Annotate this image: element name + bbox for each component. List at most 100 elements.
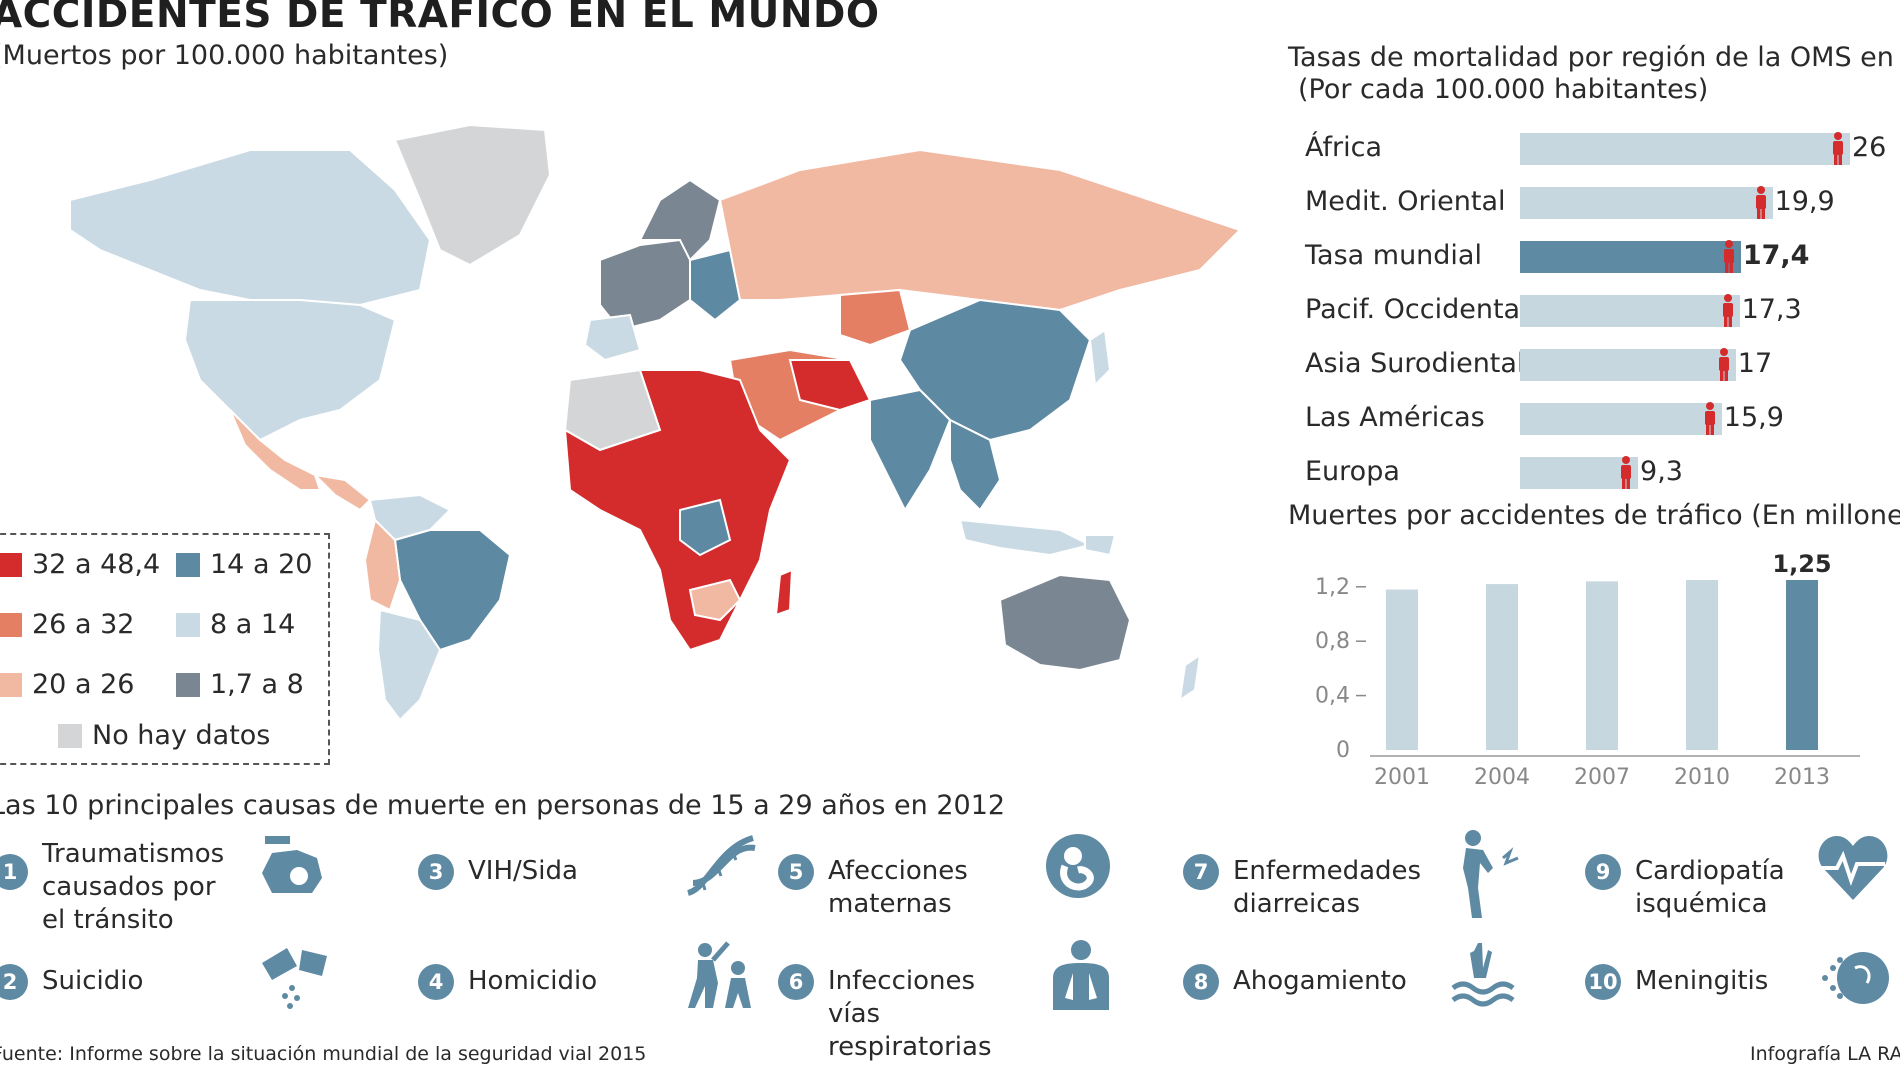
world-map xyxy=(69,123,1242,720)
causes-title: Las 10 principales causas de muerte en p… xyxy=(0,790,1006,821)
rate-bar xyxy=(1520,241,1741,273)
legend-swatch xyxy=(176,672,200,697)
cause-number-badge: 6 xyxy=(778,964,814,1000)
x-tick-label: 2001 xyxy=(1374,765,1430,790)
cause-number-badge: 9 xyxy=(1585,854,1621,890)
rate-bar xyxy=(1520,403,1722,435)
x-tick-label: 2007 xyxy=(1574,765,1630,790)
pills-icon xyxy=(262,948,327,1009)
rate-row: Europa 9,3 xyxy=(0,454,1900,494)
dna-icon xyxy=(686,835,756,896)
cause-label: Homicidio xyxy=(468,966,598,996)
rate-value: 15,9 xyxy=(1723,402,1784,433)
legend-swatch xyxy=(0,672,22,697)
cause-number-badge: 1 xyxy=(0,854,28,890)
rate-value: 17 xyxy=(1737,348,1773,379)
rates-chart-title: Tasas de mortalidad por región de la OMS… xyxy=(1288,42,1900,106)
lungs-icon xyxy=(1053,940,1109,1010)
person-icon xyxy=(1755,186,1766,219)
rate-bar xyxy=(1520,187,1773,219)
legend-item: 20 a 26 xyxy=(0,669,134,700)
legend-item: 1,7 a 8 xyxy=(176,669,304,700)
x-tick-label: 2010 xyxy=(1674,765,1730,790)
rate-bar xyxy=(1520,349,1736,381)
y-tick-label: 0,4 xyxy=(1315,684,1350,709)
deaths-chart: 0 0,4 0,8 1,2 2001 2004 2007 2010 2013 1,25 xyxy=(1315,550,1860,790)
page-title: ACCIDENTES DE TRÁFICO EN EL MUNDO xyxy=(0,0,880,37)
legend-item: 14 a 20 xyxy=(176,549,312,580)
person-icon xyxy=(1621,456,1632,489)
assault-icon xyxy=(688,941,751,1008)
rate-label: África xyxy=(1305,132,1383,163)
rate-value: 17,3 xyxy=(1741,294,1802,325)
source-note: Fuente: Informe sobre la situación mundi… xyxy=(0,1043,647,1065)
cause-number-badge: 3 xyxy=(418,854,454,890)
y-tick-label: 1,2 xyxy=(1315,575,1350,600)
legend-label: No hay datos xyxy=(92,720,271,751)
cause-label: Suicidio xyxy=(42,966,144,996)
drowning-icon xyxy=(1451,943,1515,1007)
person-icon xyxy=(1723,240,1734,273)
cause-number-badge: 4 xyxy=(418,964,454,1000)
rate-label: Europa xyxy=(1305,456,1400,487)
stomach-ache-icon xyxy=(1463,830,1519,918)
deaths-bar xyxy=(1586,581,1618,750)
person-icon xyxy=(1722,294,1733,327)
rate-label: Asia Surodiental xyxy=(1305,348,1525,379)
cause-label: Meningitis xyxy=(1635,966,1769,996)
legend-label: 20 a 26 xyxy=(32,669,135,700)
cause-number-badge: 7 xyxy=(1183,854,1219,890)
deaths-bar xyxy=(1386,589,1418,750)
rate-row: Tasa mundial 17,4 xyxy=(0,238,1900,278)
rate-row: Pacif. Occidental 17,3 xyxy=(0,292,1900,332)
rate-value: 9,3 xyxy=(1640,456,1683,487)
person-icon xyxy=(1718,348,1729,381)
x-tick-label: 2013 xyxy=(1774,765,1830,790)
cause-label: Infecciones vías respiratorias xyxy=(828,966,992,1062)
legend-item: 8 a 14 xyxy=(176,609,295,640)
rate-value: 26 xyxy=(1852,132,1887,163)
fetus-icon xyxy=(1046,834,1110,898)
y-tick-label: 0 xyxy=(1336,738,1350,763)
legend-swatch xyxy=(0,612,22,637)
legend-swatch xyxy=(176,612,200,637)
legend-item: No hay datos xyxy=(58,720,270,751)
rate-label: Tasa mundial xyxy=(1305,240,1482,271)
deaths-bar xyxy=(1686,580,1718,750)
legend-label: 8 a 14 xyxy=(210,609,296,640)
cause-label: Enfermedades diarreicas xyxy=(1233,856,1422,919)
deaths-bar xyxy=(1486,584,1518,750)
rate-row: Las Américas 15,9 xyxy=(0,400,1900,440)
person-icon xyxy=(1704,402,1715,435)
deaths-bar xyxy=(1786,580,1818,750)
credit-note: Infografía LA RAZÓN xyxy=(1750,1043,1900,1065)
rate-label: Pacif. Occidental xyxy=(1305,294,1528,325)
cause-label: Afecciones maternas xyxy=(828,856,968,919)
cause-label: Ahogamiento xyxy=(1233,966,1407,996)
page-subtitle: (Muertos por 100.000 habitantes) xyxy=(0,40,449,71)
rate-bar xyxy=(1520,133,1850,165)
cause-number-badge: 2 xyxy=(0,964,28,1000)
x-tick-label: 2004 xyxy=(1474,765,1530,790)
legend-swatch xyxy=(58,723,82,748)
map-legend: 32 a 48,4 14 a 20 26 a 32 8 a 14 20 a 26… xyxy=(0,533,330,765)
legend-label: 14 a 20 xyxy=(210,549,313,580)
rates-title-line1: Tasas de mortalidad por región de la OMS… xyxy=(1288,42,1900,73)
rate-row: Medit. Oriental 19,9 xyxy=(0,184,1900,224)
car-crash-icon xyxy=(262,836,322,893)
rate-label: Medit. Oriental xyxy=(1305,186,1506,217)
rate-row: Asia Surodiental 17 xyxy=(0,346,1900,386)
bar-value-label: 1,25 xyxy=(1772,550,1831,578)
rate-label: Las Américas xyxy=(1305,402,1485,433)
rate-value: 19,9 xyxy=(1774,186,1835,217)
rate-row: África 26 xyxy=(0,130,1900,170)
legend-label: 32 a 48,4 xyxy=(32,549,161,580)
cause-number-badge: 5 xyxy=(778,854,814,890)
legend-item: 26 a 32 xyxy=(0,609,134,640)
brain-icon xyxy=(1822,952,1889,1004)
person-icon xyxy=(1833,132,1843,165)
cause-label: Cardiopatía isquémica xyxy=(1635,856,1785,919)
y-tick-label: 0,8 xyxy=(1315,629,1350,654)
deaths-chart-title: Muertes por accidentes de tráfico (En mi… xyxy=(1288,500,1900,531)
heart-icon xyxy=(1818,836,1888,900)
